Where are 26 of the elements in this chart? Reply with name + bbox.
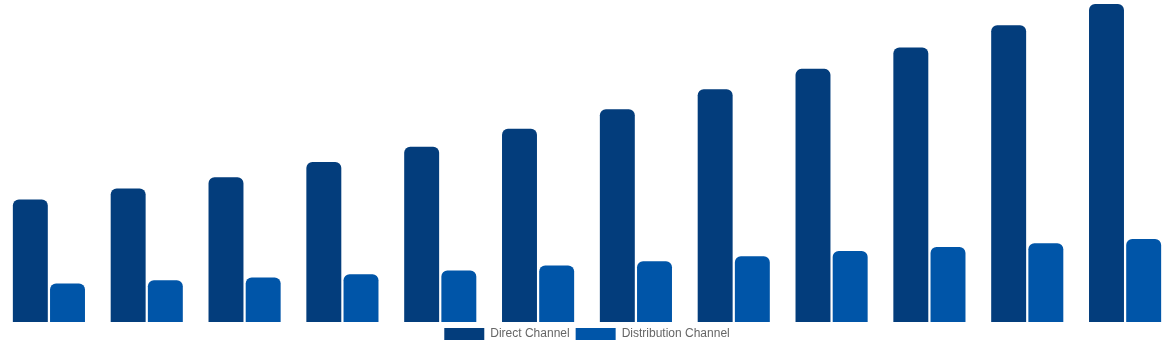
- bar: [795, 68, 831, 322]
- bar: [734, 256, 770, 322]
- bar: [147, 280, 183, 322]
- bar: [245, 277, 281, 322]
- bar: [832, 251, 868, 322]
- bar: [50, 283, 85, 322]
- bar: [441, 270, 477, 322]
- bar: [1126, 239, 1162, 322]
- bar: [893, 47, 929, 322]
- bar: [343, 274, 379, 322]
- bar: [930, 246, 966, 322]
- bar: [208, 177, 244, 322]
- bar: [539, 265, 575, 322]
- bar: [697, 89, 733, 322]
- bar: [637, 261, 672, 322]
- bar: [12, 199, 48, 322]
- bar: [1028, 243, 1064, 322]
- bar: [404, 146, 440, 322]
- legend-label: Direct Channel: [490, 326, 570, 341]
- bar: [502, 128, 537, 322]
- legend-label: Distribution Channel: [621, 326, 730, 341]
- bar: [991, 25, 1027, 322]
- bar: [599, 109, 635, 322]
- bar: [110, 188, 146, 322]
- bar: [306, 162, 342, 322]
- bar: [1089, 4, 1124, 322]
